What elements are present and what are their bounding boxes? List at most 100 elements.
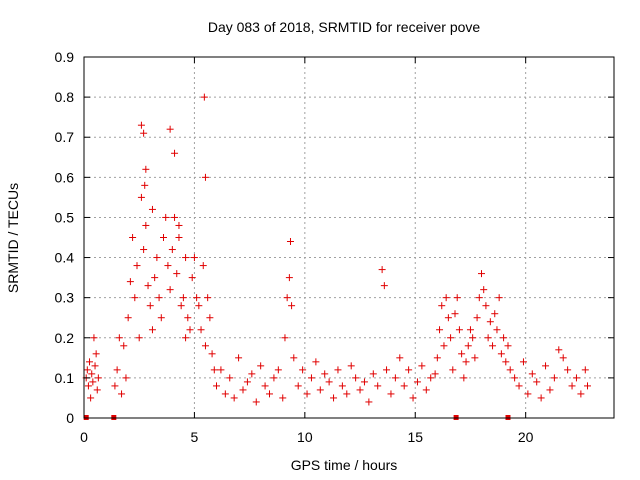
data-point [243,378,251,386]
data-point [466,326,474,334]
data-point [283,294,291,302]
data-point [199,262,207,270]
data-point [422,386,430,394]
data-point [90,334,98,342]
data-point [190,254,198,262]
data-point [502,358,510,366]
data-point [433,354,441,362]
data-point [171,149,179,157]
data-point [464,342,472,350]
data-point [126,278,134,286]
data-point [93,386,101,394]
data-point [330,394,338,402]
data-point [442,294,450,302]
y-tick-label: 0.3 [55,290,75,306]
data-point [175,221,183,229]
data-point [455,326,463,334]
data-point [286,238,294,246]
data-point [427,374,435,382]
data-point [131,294,139,302]
data-point [166,286,174,294]
data-point [559,354,567,362]
data-point [115,334,123,342]
data-point [162,213,170,221]
y-tick-label: 0.7 [55,129,75,145]
x-tick-label: 10 [297,429,313,445]
data-point [440,342,448,350]
data-point [235,354,243,362]
y-tick-label: 0.5 [55,209,75,225]
data-point [226,374,234,382]
axes: 0 0.1 0.2 0.3 0.4 0.5 0.6 0.7 0.8 0.9 0 5 10 15 20 [55,49,615,445]
data-point [137,193,145,201]
y-axis-label: SRMTID / TECUs [5,183,21,293]
data-point [188,274,196,282]
data-point [252,398,260,406]
data-point [221,390,229,398]
data-point [478,270,485,278]
data-point [135,334,143,342]
plot-frame [83,56,615,419]
data-point [197,326,205,334]
data-point [140,246,148,254]
y-tick-label: 0.9 [55,49,75,65]
data-point [453,294,461,302]
x-axis-label: GPS time / hours [291,457,398,473]
data-point [473,314,481,322]
y-tick-label: 0.8 [55,89,75,105]
data-point [533,378,541,386]
data-point [173,270,181,278]
data-point [584,382,591,390]
data-point [462,358,470,366]
data-point [281,334,289,342]
data-point [177,302,185,310]
data-point [369,370,377,378]
data-point [489,342,497,350]
data-point [413,378,421,386]
data-point [261,382,269,390]
y-tick-label: 0 [66,410,74,426]
data-point [179,294,187,302]
data-point [142,165,150,173]
data-point [460,374,468,382]
data-point [444,314,452,322]
data-point [380,282,388,290]
data-point [493,326,501,334]
data-point [555,346,563,354]
y-tick-label: 0.4 [55,250,75,266]
data-point [184,314,192,322]
data-point [447,334,455,342]
data-point [307,374,315,382]
data-point [299,366,307,374]
data-point [87,394,95,402]
data-point [230,394,238,402]
data-point [325,378,333,386]
data-point [387,390,395,398]
data-point [418,362,426,370]
data-point [124,314,132,322]
data-point [491,310,499,318]
data-point [133,262,141,270]
data-points [82,93,591,406]
data-point [171,213,179,221]
data-point [239,386,247,394]
data-point [86,358,94,366]
data-point [92,350,100,358]
data-point [144,282,152,290]
data-point [471,354,479,362]
data-point [113,366,121,374]
data-point [524,390,532,398]
data-point [400,382,408,390]
y-tick-label: 0.6 [55,169,75,185]
data-point [537,394,545,402]
data-point [360,378,368,386]
x-tick-label: 20 [518,429,534,445]
data-point [542,362,550,370]
data-point [564,366,572,374]
data-point [396,354,404,362]
data-point [343,390,351,398]
data-point [168,246,176,254]
data-point [352,374,360,382]
